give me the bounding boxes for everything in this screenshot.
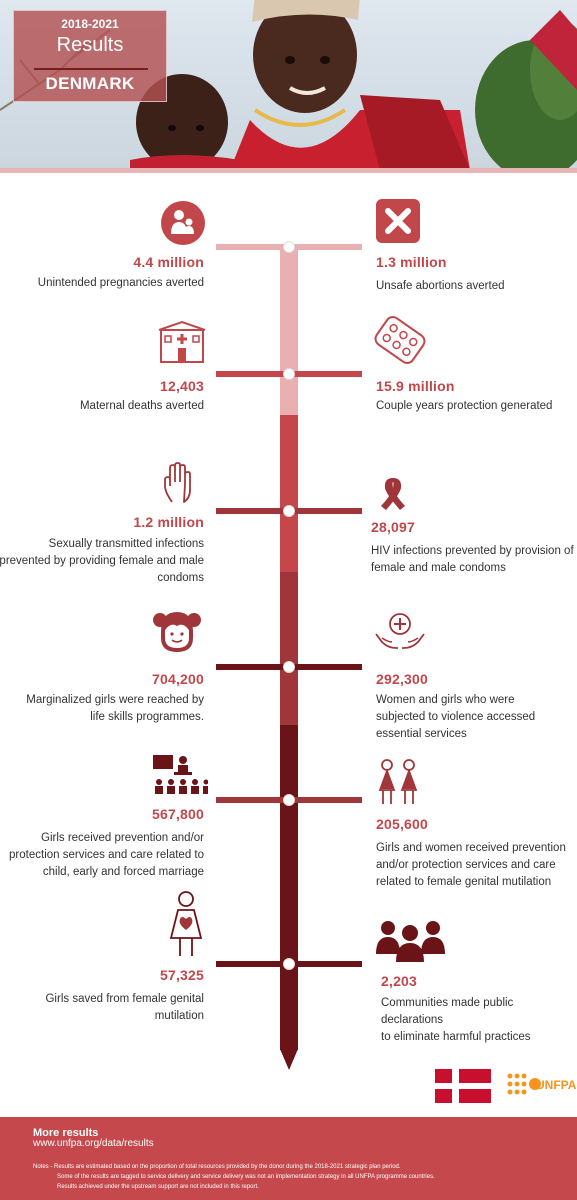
metric-label-line: Marginalized girls were reached by xyxy=(26,694,204,706)
footer-note-line: Notes - Results are estimated based on t… xyxy=(33,1164,401,1170)
metric-value: 205,600 xyxy=(376,816,429,832)
metric-label: Maternal deaths averted xyxy=(79,400,204,412)
metric-label-line: Girls and women received prevention xyxy=(376,842,566,854)
timeline-node-6 xyxy=(283,958,295,970)
more-results-title: More results xyxy=(33,1127,99,1139)
country-name: DENMARK xyxy=(45,74,135,93)
metric-sti-prevented: 1.2 million Sexually transmitted infecti… xyxy=(0,514,204,587)
hospital-icon xyxy=(158,320,206,363)
metric-violence-services: 292,300 Women and girls who were subject… xyxy=(376,671,571,743)
more-results-link[interactable]: www.unfpa.org/data/results xyxy=(33,1138,154,1149)
metric-label-line: life skills programmes. xyxy=(90,711,204,723)
metric-value: 1.2 million xyxy=(133,514,204,530)
cross-icon xyxy=(376,199,420,243)
unfpa-logo-text: UNFPA xyxy=(536,1078,577,1092)
ribbon-icon xyxy=(381,478,405,510)
unfpa-logo-icon xyxy=(507,1073,541,1095)
metric-value: 1.3 million xyxy=(376,254,447,270)
hero-divider xyxy=(0,168,577,173)
footer-notes: Notes - Results are estimated based on t… xyxy=(33,1162,563,1192)
metric-child-marriage: 567,800 Girls received prevention and/or… xyxy=(0,806,204,881)
community-icon xyxy=(376,921,445,962)
metric-label-line: protection services and care related to xyxy=(9,849,204,861)
metric-label-line: Girls received prevention and/or xyxy=(41,832,204,844)
metric-label-line: child, early and forced marriage xyxy=(42,866,204,878)
denmark-flag-icon xyxy=(435,1069,491,1103)
timeline-spine-segment-4 xyxy=(280,725,298,1050)
metric-label-line: essential services xyxy=(376,728,467,740)
footer-note-line: Some of the results are tagged to servic… xyxy=(57,1174,435,1180)
timeline-node-5 xyxy=(283,794,295,806)
metric-fgm-saved: 57,325 Girls saved from female genital m… xyxy=(0,967,204,1025)
metric-label: Unintended pregnancies averted xyxy=(37,277,204,289)
hero-photo: 2018-2021 Results DENMARK xyxy=(0,0,577,170)
metric-unsafe-abortions: 1.3 million Unsafe abortions averted xyxy=(376,254,571,295)
metric-value: 567,800 xyxy=(151,806,204,822)
metric-label-line: female and male condoms xyxy=(371,562,506,574)
metric-communities: 2,203 Communities made public declaratio… xyxy=(381,973,576,1046)
metric-unintended-pregnancies: 4.4 million Unintended pregnancies avert… xyxy=(4,254,204,292)
metric-fgm-services: 205,600 Girls and women received prevent… xyxy=(376,816,571,891)
metric-label-line: mutilation xyxy=(154,1010,204,1022)
metric-value: 2,203 xyxy=(381,973,418,989)
hand-icon xyxy=(164,462,191,503)
timeline-arrow-tip xyxy=(280,1049,298,1070)
metric-label-line: Sexually transmitted infections xyxy=(48,538,204,550)
metric-label-line: and/or protection services and care xyxy=(376,859,556,871)
metric-label-line: HIV infections prevented by provision of xyxy=(371,545,574,557)
metric-label-line: subjected to violence accessed xyxy=(376,711,536,723)
metric-marginalized-girls: 704,200 Marginalized girls were reached … xyxy=(0,671,204,726)
metric-value: 292,300 xyxy=(376,671,429,687)
metric-value: 57,325 xyxy=(159,967,204,983)
timeline-node-3 xyxy=(283,505,295,517)
timeline-node-1 xyxy=(283,241,295,253)
title-divider xyxy=(34,68,148,70)
footer-note-line: Results achieved under the upstream supp… xyxy=(57,1184,259,1190)
metric-label: Couple years protection generated xyxy=(376,400,553,412)
timeline-node-4 xyxy=(283,661,295,673)
girl-icon xyxy=(153,612,201,652)
family-icon xyxy=(161,201,205,245)
metric-label: Unsafe abortions averted xyxy=(376,280,505,292)
metric-label-line: related to female genital mutilation xyxy=(376,876,552,888)
classroom-icon xyxy=(153,755,208,794)
metric-value: 4.4 million xyxy=(133,254,204,270)
metric-label-line: condoms xyxy=(157,572,204,584)
metric-label-line: Women and girls who were xyxy=(376,694,515,706)
hero-illustration xyxy=(0,0,577,170)
years-label: 2018-2021 xyxy=(61,17,119,31)
care-hands-icon xyxy=(375,613,425,649)
timeline-spine-segment-3 xyxy=(280,572,298,725)
metric-value: 28,097 xyxy=(371,519,416,535)
results-title: Results xyxy=(56,34,124,56)
metric-label-line: Communities made public declarations xyxy=(381,997,514,1026)
timeline-node-2 xyxy=(283,368,295,380)
metric-label-line: prevented by providing female and male xyxy=(0,555,204,567)
girl-heart-icon xyxy=(169,891,203,956)
metric-maternal-deaths: 12,403 Maternal deaths averted xyxy=(4,378,204,415)
metric-value: 704,200 xyxy=(151,671,204,687)
timeline-spine-segment-1 xyxy=(280,245,298,415)
footer: More results www.unfpa.org/data/results … xyxy=(0,1117,577,1200)
metric-label-line: Girls saved from female genital xyxy=(45,993,204,1005)
metric-couple-years: 15.9 million Couple years protection gen… xyxy=(376,378,571,415)
pill-pack-icon xyxy=(374,316,426,364)
metric-hiv-prevented: 28,097 HIV infections prevented by provi… xyxy=(371,519,576,577)
women-icon xyxy=(378,759,418,804)
metric-label-line: to eliminate harmful practices xyxy=(381,1031,531,1043)
timeline-spine-segment-2 xyxy=(280,415,298,572)
metric-value: 12,403 xyxy=(159,378,204,394)
title-box: 2018-2021 Results DENMARK xyxy=(13,10,167,102)
metric-value: 15.9 million xyxy=(376,378,455,394)
